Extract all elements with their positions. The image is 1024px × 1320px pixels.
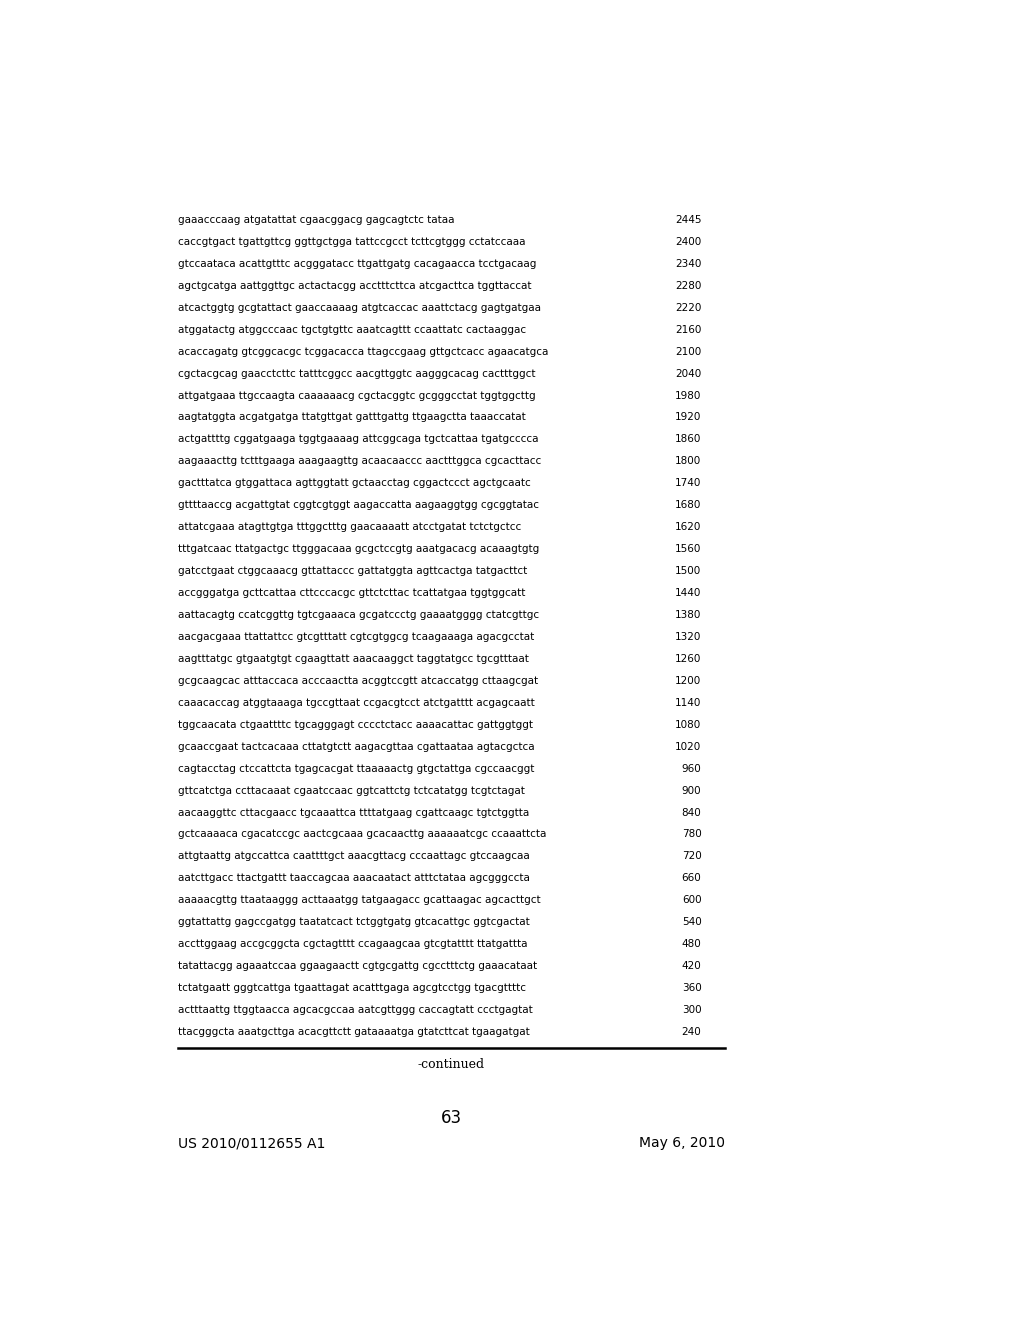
Text: gctcaaaaca cgacatccgc aactcgcaaa gcacaacttg aaaaaatcgc ccaaattcta: gctcaaaaca cgacatccgc aactcgcaaa gcacaac… <box>178 829 547 840</box>
Text: atggatactg atggcccaac tgctgtgttc aaatcagttt ccaattatc cactaaggac: atggatactg atggcccaac tgctgtgttc aaatcag… <box>178 325 526 335</box>
Text: gaaacccaag atgatattat cgaacggacg gagcagtctc tataa: gaaacccaag atgatattat cgaacggacg gagcagt… <box>178 215 455 224</box>
Text: agctgcatga aattggttgc actactacgg acctttcttca atcgacttca tggttaccat: agctgcatga aattggttgc actactacgg acctttc… <box>178 281 531 290</box>
Text: ggtattattg gagccgatgg taatatcact tctggtgatg gtcacattgc ggtcgactat: ggtattattg gagccgatgg taatatcact tctggtg… <box>178 917 530 927</box>
Text: 960: 960 <box>682 763 701 774</box>
Text: gtccaataca acattgtttc acgggatacc ttgattgatg cacagaacca tcctgacaag: gtccaataca acattgtttc acgggatacc ttgattg… <box>178 259 537 269</box>
Text: aacgacgaaa ttattattcc gtcgtttatt cgtcgtggcg tcaagaaaga agacgcctat: aacgacgaaa ttattattcc gtcgtttatt cgtcgtg… <box>178 632 535 642</box>
Text: gttttaaccg acgattgtat cggtcgtggt aagaccatta aagaaggtgg cgcggtatac: gttttaaccg acgattgtat cggtcgtggt aagacca… <box>178 500 540 511</box>
Text: tctatgaatt gggtcattga tgaattagat acatttgaga agcgtcctgg tgacgttttc: tctatgaatt gggtcattga tgaattagat acatttg… <box>178 983 526 993</box>
Text: 1200: 1200 <box>675 676 701 686</box>
Text: tttgatcaac ttatgactgc ttgggacaaa gcgctccgtg aaatgacacg acaaagtgtg: tttgatcaac ttatgactgc ttgggacaaa gcgctcc… <box>178 544 540 554</box>
Text: 1020: 1020 <box>675 742 701 751</box>
Text: 2040: 2040 <box>675 368 701 379</box>
Text: gttcatctga ccttacaaat cgaatccaac ggtcattctg tctcatatgg tcgtctagat: gttcatctga ccttacaaat cgaatccaac ggtcatt… <box>178 785 525 796</box>
Text: gcgcaagcac atttaccaca acccaactta acggtccgtt atcaccatgg cttaagcgat: gcgcaagcac atttaccaca acccaactta acggtcc… <box>178 676 539 686</box>
Text: aagaaacttg tctttgaaga aaagaagttg acaacaaccc aactttggca cgcacttacc: aagaaacttg tctttgaaga aaagaagttg acaacaa… <box>178 457 542 466</box>
Text: 660: 660 <box>682 874 701 883</box>
Text: 360: 360 <box>682 983 701 993</box>
Text: cgctacgcag gaacctcttc tatttcggcc aacgttggtc aagggcacag cactttggct: cgctacgcag gaacctcttc tatttcggcc aacgttg… <box>178 368 536 379</box>
Text: 480: 480 <box>682 940 701 949</box>
Text: 1860: 1860 <box>675 434 701 445</box>
Text: tggcaacata ctgaattttc tgcagggagt cccctctacc aaaacattac gattggtggt: tggcaacata ctgaattttc tgcagggagt cccctct… <box>178 719 534 730</box>
Text: 2100: 2100 <box>675 347 701 356</box>
Text: 2400: 2400 <box>675 238 701 247</box>
Text: 2220: 2220 <box>675 302 701 313</box>
Text: actttaattg ttggtaacca agcacgccaa aatcgttggg caccagtatt ccctgagtat: actttaattg ttggtaacca agcacgccaa aatcgtt… <box>178 1005 534 1015</box>
Text: US 2010/0112655 A1: US 2010/0112655 A1 <box>178 1137 326 1150</box>
Text: May 6, 2010: May 6, 2010 <box>639 1137 725 1150</box>
Text: tatattacgg agaaatccaa ggaagaactt cgtgcgattg cgcctttctg gaaacataat: tatattacgg agaaatccaa ggaagaactt cgtgcga… <box>178 961 538 972</box>
Text: acaccagatg gtcggcacgc tcggacacca ttagccgaag gttgctcacc agaacatgca: acaccagatg gtcggcacgc tcggacacca ttagccg… <box>178 347 549 356</box>
Text: 1980: 1980 <box>675 391 701 400</box>
Text: 1140: 1140 <box>675 698 701 708</box>
Text: 1620: 1620 <box>675 523 701 532</box>
Text: attgtaattg atgccattca caattttgct aaacgttacg cccaattagc gtccaagcaa: attgtaattg atgccattca caattttgct aaacgtt… <box>178 851 530 862</box>
Text: 1680: 1680 <box>675 500 701 511</box>
Text: 1080: 1080 <box>675 719 701 730</box>
Text: 1440: 1440 <box>675 589 701 598</box>
Text: 1320: 1320 <box>675 632 701 642</box>
Text: accttggaag accgcggcta cgctagtttt ccagaagcaa gtcgtatttt ttatgattta: accttggaag accgcggcta cgctagtttt ccagaag… <box>178 940 528 949</box>
Text: gcaaccgaat tactcacaaa cttatgtctt aagacgttaa cgattaataa agtacgctca: gcaaccgaat tactcacaaa cttatgtctt aagacgt… <box>178 742 535 751</box>
Text: aaaaacgttg ttaataaggg acttaaatgg tatgaagacc gcattaagac agcacttgct: aaaaacgttg ttaataaggg acttaaatgg tatgaag… <box>178 895 541 906</box>
Text: 2280: 2280 <box>675 281 701 290</box>
Text: attgatgaaa ttgccaagta caaaaaacg cgctacggtc gcgggcctat tggtggcttg: attgatgaaa ttgccaagta caaaaaacg cgctacgg… <box>178 391 536 400</box>
Text: gatcctgaat ctggcaaacg gttattaccc gattatggta agttcactga tatgacttct: gatcctgaat ctggcaaacg gttattaccc gattatg… <box>178 566 527 576</box>
Text: 1500: 1500 <box>675 566 701 576</box>
Text: attatcgaaa atagttgtga tttggctttg gaacaaaatt atcctgatat tctctgctcc: attatcgaaa atagttgtga tttggctttg gaacaaa… <box>178 523 521 532</box>
Text: accgggatga gcttcattaa cttcccacgc gttctcttac tcattatgaa tggtggcatt: accgggatga gcttcattaa cttcccacgc gttctct… <box>178 589 525 598</box>
Text: aatcttgacc ttactgattt taaccagcaa aaacaatact atttctataa agcgggccta: aatcttgacc ttactgattt taaccagcaa aaacaat… <box>178 874 530 883</box>
Text: 2340: 2340 <box>675 259 701 269</box>
Text: aagtatggta acgatgatga ttatgttgat gatttgattg ttgaagctta taaaccatat: aagtatggta acgatgatga ttatgttgat gatttga… <box>178 412 526 422</box>
Text: 900: 900 <box>682 785 701 796</box>
Text: atcactggtg gcgtattact gaaccaaaag atgtcaccac aaattctacg gagtgatgaa: atcactggtg gcgtattact gaaccaaaag atgtcac… <box>178 302 542 313</box>
Text: 1800: 1800 <box>675 457 701 466</box>
Text: -continued: -continued <box>418 1057 485 1071</box>
Text: 300: 300 <box>682 1005 701 1015</box>
Text: actgattttg cggatgaaga tggtgaaaag attcggcaga tgctcattaa tgatgcccca: actgattttg cggatgaaga tggtgaaaag attcggc… <box>178 434 539 445</box>
Text: 63: 63 <box>441 1109 462 1127</box>
Text: aattacagtg ccatcggttg tgtcgaaaca gcgatccctg gaaaatgggg ctatcgttgc: aattacagtg ccatcggttg tgtcgaaaca gcgatcc… <box>178 610 540 620</box>
Text: 2160: 2160 <box>675 325 701 335</box>
Text: cagtacctag ctccattcta tgagcacgat ttaaaaactg gtgctattga cgccaacggt: cagtacctag ctccattcta tgagcacgat ttaaaaa… <box>178 763 535 774</box>
Text: 720: 720 <box>682 851 701 862</box>
Text: 1560: 1560 <box>675 544 701 554</box>
Text: 1740: 1740 <box>675 478 701 488</box>
Text: caccgtgact tgattgttcg ggttgctgga tattccgcct tcttcgtggg cctatccaaa: caccgtgact tgattgttcg ggttgctgga tattccg… <box>178 238 526 247</box>
Text: aacaaggttc cttacgaacc tgcaaattca ttttatgaag cgattcaagc tgtctggtta: aacaaggttc cttacgaacc tgcaaattca ttttatg… <box>178 808 529 817</box>
Text: 2445: 2445 <box>675 215 701 224</box>
Text: ttacgggcta aaatgcttga acacgttctt gataaaatga gtatcttcat tgaagatgat: ttacgggcta aaatgcttga acacgttctt gataaaa… <box>178 1027 530 1038</box>
Text: 780: 780 <box>682 829 701 840</box>
Text: aagtttatgc gtgaatgtgt cgaagttatt aaacaaggct taggtatgcc tgcgtttaat: aagtttatgc gtgaatgtgt cgaagttatt aaacaag… <box>178 653 529 664</box>
Text: 1920: 1920 <box>675 412 701 422</box>
Text: 240: 240 <box>682 1027 701 1038</box>
Text: gactttatca gtggattaca agttggtatt gctaacctag cggactccct agctgcaatc: gactttatca gtggattaca agttggtatt gctaacc… <box>178 478 531 488</box>
Text: caaacaccag atggtaaaga tgccgttaat ccgacgtcct atctgatttt acgagcaatt: caaacaccag atggtaaaga tgccgttaat ccgacgt… <box>178 698 536 708</box>
Text: 600: 600 <box>682 895 701 906</box>
Text: 540: 540 <box>682 917 701 927</box>
Text: 1260: 1260 <box>675 653 701 664</box>
Text: 840: 840 <box>682 808 701 817</box>
Text: 1380: 1380 <box>675 610 701 620</box>
Text: 420: 420 <box>682 961 701 972</box>
